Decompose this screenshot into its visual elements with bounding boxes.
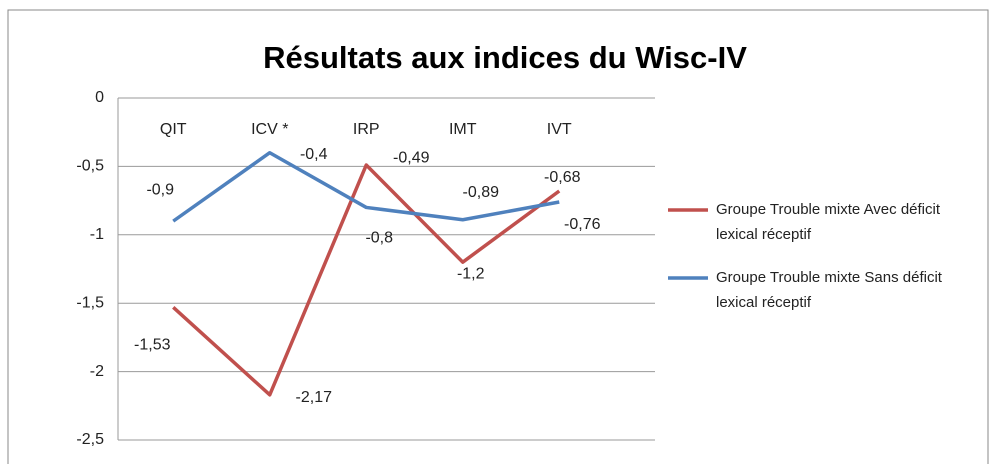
x-tick-label: IMT: [449, 121, 477, 138]
y-tick-label: -0,5: [76, 158, 104, 175]
x-tick-label: IVT: [547, 121, 572, 138]
data-label: -0,4: [300, 146, 328, 163]
x-tick-label: IRP: [353, 121, 380, 138]
data-label: -0,68: [544, 169, 581, 186]
y-tick-label: -2: [90, 363, 104, 380]
y-tick-label: -1: [90, 226, 104, 243]
series-line: [172, 150, 560, 223]
data-label: -0,8: [365, 230, 393, 247]
chart-title: Résultats aux indices du Wisc-IV: [263, 40, 747, 75]
legend-label: Groupe Trouble mixte Avec déficit lexica…: [716, 201, 941, 243]
legend-label: Groupe Trouble mixte Sans déficit lexica…: [716, 269, 942, 311]
data-label: -0,89: [463, 184, 500, 201]
data-label: -0,76: [564, 216, 601, 233]
x-tick-label: ICV *: [251, 121, 288, 138]
y-tick-label: -1,5: [76, 294, 104, 311]
data-label: -0,9: [146, 181, 174, 198]
y-tick-label: -2,5: [76, 431, 104, 448]
series-line: [172, 163, 561, 397]
y-tick-label: 0: [95, 89, 104, 106]
data-label: -0,49: [393, 149, 430, 166]
data-label: -1,53: [134, 337, 171, 354]
data-label: -1,2: [457, 265, 485, 282]
data-label: -2,17: [296, 389, 333, 406]
x-tick-label: QIT: [160, 121, 187, 138]
